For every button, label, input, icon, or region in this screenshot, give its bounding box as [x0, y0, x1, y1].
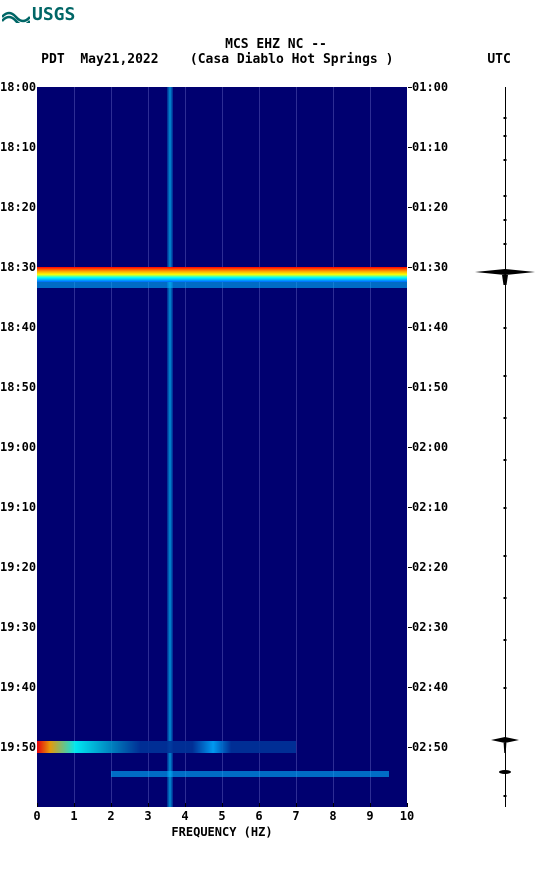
- left-time-label: 18:30: [0, 260, 36, 274]
- grid-line: [259, 87, 260, 807]
- right-time-label: 01:20: [412, 200, 448, 214]
- grid-line: [111, 87, 112, 807]
- left-time-label: 19:40: [0, 680, 36, 694]
- right-time-label: 01:00: [412, 80, 448, 94]
- right-time-label: 02:30: [412, 620, 448, 634]
- right-time-axis: 01:0001:1001:2001:3001:4001:5002:0002:10…: [412, 87, 454, 807]
- left-time-label: 18:10: [0, 140, 36, 154]
- x-tick-label: 8: [329, 809, 336, 823]
- x-tick-label: 3: [144, 809, 151, 823]
- plot-area: 18:00 18:10 18:20 18:30 18:40 18:50 19:00 19:10…: [0, 67, 552, 837]
- grid-line: [333, 87, 334, 807]
- left-time-label: 18:40: [0, 320, 36, 334]
- grid-line: [370, 87, 371, 807]
- right-time-label: 01:50: [412, 380, 448, 394]
- x-tick-label: 4: [181, 809, 188, 823]
- wave-icon: [2, 7, 30, 23]
- waveform-event: [499, 770, 511, 774]
- usgs-logo: USGS: [0, 0, 552, 29]
- grid-line: [296, 87, 297, 807]
- left-time-label: 19:20: [0, 560, 36, 574]
- left-time-label: 19:50: [0, 740, 36, 754]
- left-time-label: 19:00: [0, 440, 36, 454]
- grid-line: [148, 87, 149, 807]
- waveform-event: [491, 737, 519, 743]
- right-time-label: 02:20: [412, 560, 448, 574]
- left-time-label: 18:20: [0, 200, 36, 214]
- grid-line: [222, 87, 223, 807]
- x-tick-label: 7: [292, 809, 299, 823]
- grid-line: [74, 87, 75, 807]
- x-tick-label: 10: [400, 809, 414, 823]
- right-time-label: 01:30: [412, 260, 448, 274]
- right-time-label: 02:40: [412, 680, 448, 694]
- right-time-label: 02:10: [412, 500, 448, 514]
- left-time-label: 18:00: [0, 80, 36, 94]
- right-time-label: 01:10: [412, 140, 448, 154]
- left-time-label: 19:30: [0, 620, 36, 634]
- x-tick-label: 9: [366, 809, 373, 823]
- x-tick-label: 2: [107, 809, 114, 823]
- left-time-axis: 18:0018:1018:2018:3018:4018:5019:0019:10…: [0, 87, 37, 807]
- plot-header: MCS EHZ NC -- PDT May21,2022 (Casa Diabl…: [0, 37, 552, 67]
- x-tick-label: 6: [255, 809, 262, 823]
- logo-text: USGS: [32, 4, 75, 25]
- x-tick-label: 5: [218, 809, 225, 823]
- x-tick-label: 1: [70, 809, 77, 823]
- right-time-label: 01:40: [412, 320, 448, 334]
- seismic-event-band: [37, 741, 296, 753]
- frequency-axis: 012345678910: [37, 807, 407, 827]
- waveform-event: [475, 269, 535, 275]
- header-subtitle: PDT May21,2022 (Casa Diablo Hot Springs …: [0, 52, 552, 67]
- spectrogram: [37, 87, 407, 807]
- seismic-event-band: [111, 771, 389, 777]
- seismic-event-band: [37, 267, 407, 282]
- left-time-label: 19:10: [0, 500, 36, 514]
- grid-line: [185, 87, 186, 807]
- right-time-label: 02:50: [412, 740, 448, 754]
- x-tick-label: 0: [33, 809, 40, 823]
- left-time-label: 18:50: [0, 380, 36, 394]
- persistent-frequency-line: [167, 87, 173, 807]
- x-axis-title: FREQUENCY (HZ): [37, 825, 407, 839]
- right-time-label: 02:00: [412, 440, 448, 454]
- station-channel: MCS EHZ NC --: [0, 37, 552, 52]
- waveform-panel: [470, 87, 540, 807]
